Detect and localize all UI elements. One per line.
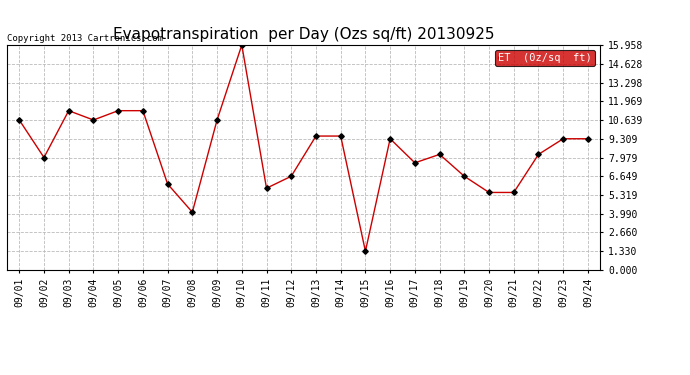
Title: Evapotranspiration  per Day (Ozs sq/ft) 20130925: Evapotranspiration per Day (Ozs sq/ft) 2…: [113, 27, 494, 42]
Text: Copyright 2013 Cartronics.com: Copyright 2013 Cartronics.com: [7, 34, 163, 43]
Legend: ET  (0z/sq  ft): ET (0z/sq ft): [495, 50, 595, 66]
